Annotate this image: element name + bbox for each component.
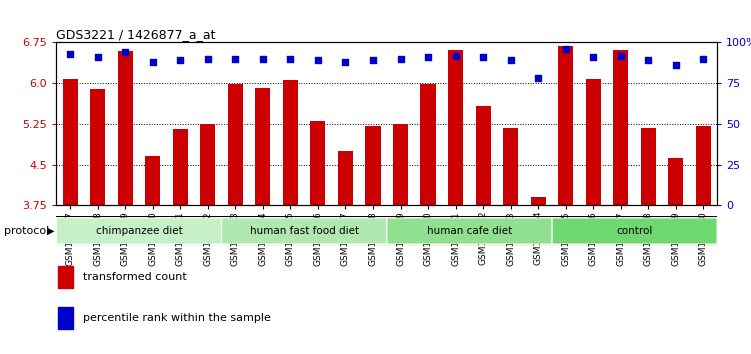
Point: [339, 59, 351, 65]
Point: [394, 56, 406, 62]
Point: [367, 58, 379, 63]
Text: human fast food diet: human fast food diet: [249, 226, 359, 236]
Bar: [201, 124, 216, 205]
Point: [312, 58, 324, 63]
Bar: [118, 51, 133, 205]
Point: [698, 56, 710, 62]
Point: [450, 53, 462, 58]
FancyBboxPatch shape: [222, 218, 387, 244]
Point: [146, 59, 158, 65]
Bar: [448, 50, 463, 205]
Point: [64, 51, 76, 57]
Bar: [310, 121, 325, 205]
Point: [422, 54, 434, 60]
Text: ▶: ▶: [47, 226, 54, 236]
Text: protocol: protocol: [4, 226, 49, 236]
Text: control: control: [617, 226, 653, 236]
Point: [477, 54, 489, 60]
Text: chimpanzee diet: chimpanzee diet: [95, 226, 182, 236]
Point: [615, 53, 627, 58]
Text: human cafe diet: human cafe diet: [427, 226, 512, 236]
Point: [229, 56, 241, 62]
Bar: [366, 126, 381, 205]
Bar: [145, 156, 160, 205]
Bar: [59, 266, 74, 287]
Text: GDS3221 / 1426877_a_at: GDS3221 / 1426877_a_at: [56, 28, 216, 41]
Bar: [586, 79, 601, 205]
FancyBboxPatch shape: [552, 218, 717, 244]
Point: [670, 62, 682, 68]
Bar: [475, 106, 490, 205]
Point: [174, 58, 186, 63]
Point: [587, 54, 599, 60]
Point: [505, 58, 517, 63]
Point: [92, 54, 104, 60]
Bar: [503, 128, 518, 205]
Point: [285, 56, 297, 62]
Bar: [421, 84, 436, 205]
Bar: [228, 84, 243, 205]
Point: [119, 50, 131, 55]
Text: percentile rank within the sample: percentile rank within the sample: [83, 313, 270, 323]
Bar: [641, 128, 656, 205]
Point: [202, 56, 214, 62]
Bar: [90, 88, 105, 205]
Text: transformed count: transformed count: [83, 272, 186, 282]
Bar: [338, 151, 353, 205]
Point: [642, 58, 654, 63]
Bar: [255, 87, 270, 205]
Bar: [59, 307, 74, 329]
Point: [559, 46, 572, 52]
Bar: [668, 158, 683, 205]
Point: [532, 75, 544, 81]
Bar: [696, 126, 711, 205]
Bar: [62, 79, 77, 205]
Bar: [614, 50, 629, 205]
Bar: [393, 124, 408, 205]
Bar: [173, 129, 188, 205]
FancyBboxPatch shape: [56, 218, 222, 244]
Bar: [283, 80, 298, 205]
Bar: [558, 46, 573, 205]
Bar: [531, 197, 546, 205]
FancyBboxPatch shape: [387, 218, 552, 244]
Point: [257, 56, 269, 62]
